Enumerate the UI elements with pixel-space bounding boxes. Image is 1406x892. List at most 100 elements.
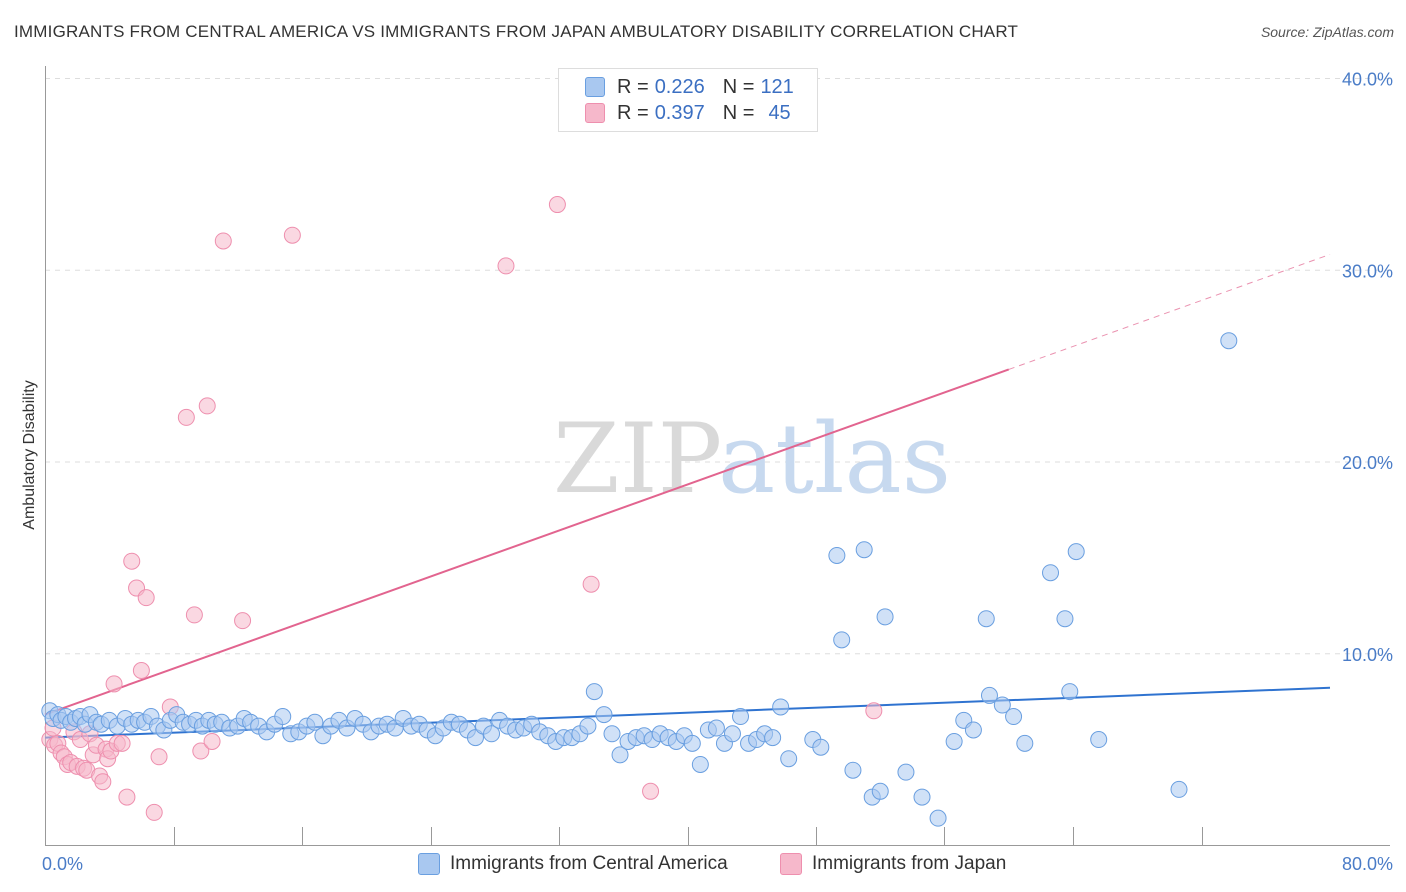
x-tick-label-min: 0.0% <box>42 854 83 874</box>
point-japan <box>177 408 195 426</box>
point-central-america <box>812 738 830 756</box>
legend-r-value: 0.397 <box>654 101 705 124</box>
point-japan <box>497 257 515 275</box>
bottom-legend-label: Immigrants from Japan <box>812 853 1007 874</box>
bottom-legend-swatch-blue <box>418 853 440 875</box>
y-axis-label: Ambulatory Disability <box>21 380 38 529</box>
source-credit: Source: ZipAtlas.com <box>1260 24 1394 40</box>
point-central-america <box>732 708 750 726</box>
point-central-america <box>913 788 931 806</box>
point-central-america <box>1090 731 1108 749</box>
point-central-america <box>483 725 501 743</box>
x-tick-label-max: 80.0% <box>1342 854 1393 874</box>
legend-r-label: R = <box>617 75 649 98</box>
point-central-america <box>871 782 889 800</box>
legend-r-value: 0.226 <box>654 75 705 98</box>
point-japan <box>214 232 232 250</box>
legend-n-label: N = <box>722 75 755 98</box>
point-japan <box>145 803 163 821</box>
point-japan <box>192 742 210 760</box>
point-central-america <box>1170 780 1188 798</box>
series-central-america-points <box>41 332 1238 827</box>
watermark: ZIP atlas <box>553 403 951 515</box>
trend-line-japan-extension <box>1008 253 1331 370</box>
point-japan <box>94 773 112 791</box>
point-japan <box>118 788 136 806</box>
point-japan <box>113 734 131 752</box>
point-central-america <box>1016 734 1034 752</box>
point-central-america <box>579 717 597 735</box>
point-central-america <box>691 755 709 773</box>
point-japan <box>203 732 221 750</box>
tick-labels: 10.0% 20.0% 30.0% 40.0% 0.0% 80.0% <box>42 70 1393 875</box>
point-central-america <box>1005 708 1023 726</box>
point-central-america <box>833 631 851 649</box>
chart-title: IMMIGRANTS FROM CENTRAL AMERICA VS IMMIG… <box>14 22 1019 41</box>
point-central-america <box>1061 683 1079 701</box>
point-japan <box>137 589 155 607</box>
point-japan <box>132 662 150 680</box>
watermark-zip: ZIP <box>553 403 722 515</box>
point-central-america <box>723 725 741 743</box>
legend-r-label: R = <box>617 101 649 124</box>
point-central-america <box>828 546 846 564</box>
correlation-legend: R = 0.226 N = 121 R = 0.397 N = 45 <box>558 68 818 132</box>
point-japan <box>123 552 141 570</box>
bottom-legend-japan: Immigrants from Japan <box>780 853 1006 875</box>
point-central-america <box>1042 564 1060 582</box>
point-central-america <box>764 729 782 747</box>
point-central-america <box>772 698 790 716</box>
point-central-america <box>306 713 324 731</box>
point-japan <box>198 397 216 415</box>
point-central-america <box>780 750 798 768</box>
point-central-america <box>897 763 915 781</box>
point-japan <box>283 226 301 244</box>
point-central-america <box>929 809 947 827</box>
point-central-america <box>1220 332 1238 350</box>
point-central-america <box>980 686 998 704</box>
point-japan <box>642 782 660 800</box>
y-tick-label: 10.0% <box>1342 645 1393 665</box>
legend-n-value: 45 <box>768 101 791 124</box>
point-central-america <box>707 719 725 737</box>
point-central-america <box>993 696 1011 714</box>
point-japan <box>185 606 203 624</box>
trend-line-japan <box>44 368 1010 716</box>
y-tick-label: 30.0% <box>1342 261 1393 281</box>
point-central-america <box>855 541 873 559</box>
watermark-atlas: atlas <box>718 403 951 515</box>
point-central-america <box>595 706 613 724</box>
point-japan <box>105 675 123 693</box>
point-central-america <box>964 721 982 739</box>
point-central-america <box>977 610 995 628</box>
point-central-america <box>945 732 963 750</box>
legend-n-value: 121 <box>760 75 794 98</box>
point-central-america <box>844 761 862 779</box>
point-japan <box>548 196 566 214</box>
y-tick-label: 20.0% <box>1342 453 1393 473</box>
point-japan <box>865 702 883 720</box>
point-japan <box>234 612 252 630</box>
grid-lines <box>45 78 1390 655</box>
bottom-legend-label: Immigrants from Central America <box>450 853 728 874</box>
y-tick-label: 40.0% <box>1342 70 1393 90</box>
point-central-america <box>876 608 894 626</box>
legend-row-japan: R = 0.397 N = 45 <box>585 101 791 125</box>
point-central-america <box>611 746 629 764</box>
legend-swatch-blue <box>585 77 605 97</box>
series-japan-points <box>41 196 883 821</box>
legend-n-label: N = <box>722 101 755 124</box>
bottom-legend-swatch-pink <box>780 853 802 875</box>
point-japan <box>582 575 600 593</box>
bottom-legend-central-america: Immigrants from Central America <box>418 853 728 875</box>
legend-swatch-pink <box>585 103 605 123</box>
point-japan <box>150 748 168 766</box>
point-central-america <box>683 734 701 752</box>
point-central-america <box>274 708 292 726</box>
point-central-america <box>1067 543 1085 561</box>
point-central-america <box>585 683 603 701</box>
point-central-america <box>603 725 621 743</box>
legend-row-central-america: R = 0.226 N = 121 <box>585 75 794 99</box>
point-central-america <box>466 729 484 747</box>
